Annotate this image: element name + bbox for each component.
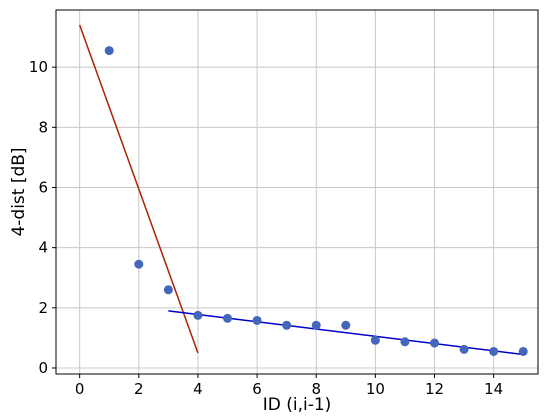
fit-line-1 [78, 24, 199, 354]
x-tick-label: 2 [134, 380, 144, 398]
data-point [104, 46, 114, 56]
x-tick-label: 6 [252, 380, 262, 398]
y-tick-labels: 0 2 4 6 8 10 [29, 58, 56, 377]
x-tick-label: 14 [484, 380, 503, 398]
data-point [459, 344, 469, 354]
data-point [489, 346, 499, 356]
data-point [518, 346, 528, 356]
fit-lines [78, 24, 524, 356]
y-tick-label: 10 [29, 58, 48, 76]
y-axis-label: 4-dist [dB] [9, 147, 29, 236]
x-axis-label: ID (i,i-1) [263, 395, 332, 415]
data-point [370, 335, 380, 345]
data-point [193, 310, 203, 320]
grid-layer [56, 10, 538, 374]
x-tick-labels: 0 2 4 6 8 10 12 14 [75, 374, 503, 398]
x-tick-label: 12 [425, 380, 444, 398]
data-point [252, 315, 262, 325]
x-tick-label: 10 [366, 380, 385, 398]
data-point [134, 259, 144, 269]
x-tick-label: 0 [75, 380, 85, 398]
fit-line-2 [168, 310, 524, 356]
y-tick-label: 0 [38, 359, 48, 377]
y-tick-label: 4 [38, 239, 48, 257]
data-point [282, 320, 292, 330]
plot-frame [55, 9, 539, 375]
data-point [430, 338, 440, 348]
x-tick-label: 8 [311, 380, 321, 398]
data-point [163, 285, 173, 295]
y-tick-label: 6 [38, 178, 48, 196]
data-point [223, 313, 233, 323]
data-point [311, 320, 321, 330]
data-points [104, 46, 528, 356]
data-point [400, 337, 410, 347]
data-point [341, 320, 351, 330]
x-tick-label: 4 [193, 380, 203, 398]
y-tick-label: 8 [38, 118, 48, 136]
y-tick-label: 2 [38, 299, 48, 317]
